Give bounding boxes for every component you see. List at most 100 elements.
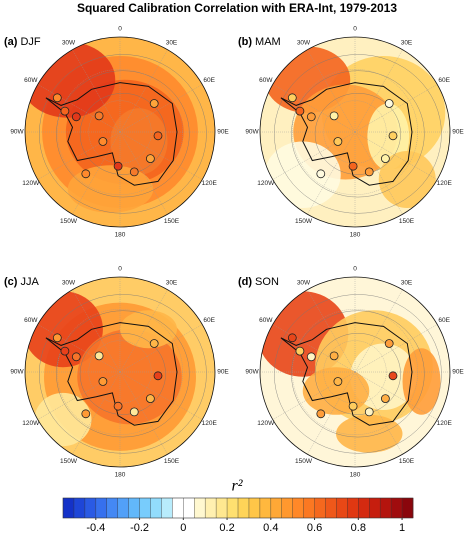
longitude-label: 30E bbox=[166, 280, 178, 287]
map-border bbox=[24, 36, 216, 228]
longitude-label: 0 bbox=[353, 26, 357, 33]
longitude-label: 30E bbox=[401, 280, 413, 287]
station bbox=[364, 407, 374, 417]
station bbox=[364, 167, 374, 177]
station bbox=[348, 401, 358, 411]
colorbar-bin bbox=[259, 498, 272, 518]
colorbar-tick-label: 0.2 bbox=[219, 522, 234, 534]
longitude-label: 0 bbox=[118, 26, 122, 33]
station bbox=[333, 137, 343, 146]
colorbar-bin bbox=[248, 498, 261, 518]
colorbar-bin bbox=[150, 498, 162, 518]
longitude-label: 180 bbox=[350, 232, 361, 239]
station bbox=[329, 111, 339, 121]
map-panel: 0 30E 60E 90E 120E 150E 180 150W 120W 90W 60W 30W (c… bbox=[4, 266, 229, 479]
colorbar-tick-label: 0.4 bbox=[263, 522, 278, 534]
map-panel: 0 30E 60E 90E 120E 150E 180 150W 120W 90W 60W 30W (b… bbox=[238, 26, 464, 239]
longitude-label: 90W bbox=[10, 129, 24, 136]
longitude-label: 0 bbox=[353, 266, 357, 273]
colorbar-bin bbox=[292, 498, 304, 518]
colorbar-bin bbox=[128, 498, 140, 518]
parallel bbox=[292, 309, 418, 435]
station bbox=[153, 131, 163, 141]
colorbar-bin bbox=[63, 498, 75, 518]
station bbox=[60, 346, 70, 356]
station bbox=[384, 99, 394, 108]
station bbox=[329, 351, 339, 361]
panel-season: SON bbox=[255, 276, 279, 288]
longitude-label: 120E bbox=[437, 420, 453, 427]
longitude-label: 120W bbox=[22, 420, 40, 427]
map-border bbox=[24, 276, 216, 468]
station bbox=[380, 394, 390, 404]
colorbar-tick-label: 1 bbox=[399, 522, 405, 534]
panel-season: JJA bbox=[20, 276, 39, 288]
longitude-label: 90E bbox=[452, 129, 464, 136]
longitude-label: 60W bbox=[24, 77, 38, 84]
colorbar-bin bbox=[84, 498, 97, 518]
station bbox=[149, 339, 159, 348]
station bbox=[316, 409, 326, 419]
contour-line bbox=[314, 333, 401, 415]
longitude-label: 180 bbox=[350, 472, 361, 479]
longitude-label: 120W bbox=[22, 180, 40, 187]
colorbar-bin bbox=[380, 498, 392, 518]
field-blob bbox=[120, 310, 177, 349]
field-blob bbox=[34, 392, 92, 447]
station bbox=[98, 377, 108, 386]
station bbox=[129, 167, 139, 177]
colorbar-tick-label: 0 bbox=[180, 522, 186, 534]
colorbar-bin bbox=[303, 498, 315, 518]
longitude-label: 120E bbox=[202, 180, 218, 187]
map-field bbox=[260, 277, 450, 467]
colorbar-bin bbox=[281, 498, 293, 518]
parallel bbox=[292, 69, 418, 195]
station bbox=[71, 352, 81, 362]
longitude-label: 150W bbox=[295, 218, 313, 225]
station bbox=[94, 351, 104, 361]
station bbox=[333, 377, 343, 386]
station bbox=[60, 106, 70, 116]
station bbox=[145, 394, 155, 404]
longitude-label: 30W bbox=[297, 40, 311, 47]
panel-label: (a) DJF bbox=[4, 36, 41, 48]
station bbox=[348, 161, 358, 171]
parallel bbox=[57, 69, 183, 195]
contour-line bbox=[274, 54, 442, 214]
longitude-label: 90W bbox=[10, 369, 24, 376]
station bbox=[388, 371, 398, 381]
panel-id: (a) bbox=[4, 36, 18, 48]
colorbar-bin bbox=[336, 498, 348, 518]
colorbar-bin bbox=[161, 498, 173, 518]
longitude-label: 90E bbox=[217, 129, 229, 136]
colorbar-bin bbox=[238, 498, 250, 518]
panel-label: (b) MAM bbox=[238, 36, 281, 48]
colorbar-bin bbox=[347, 498, 359, 518]
map-field bbox=[260, 37, 450, 227]
panel-label: (d) SON bbox=[238, 276, 279, 288]
longitude-label: 60E bbox=[438, 77, 450, 84]
parallel bbox=[323, 100, 387, 164]
panel-label: (c) JJA bbox=[4, 276, 39, 288]
station bbox=[153, 371, 163, 381]
coastline bbox=[280, 82, 413, 186]
station bbox=[81, 409, 91, 419]
longitude-label: 60W bbox=[24, 317, 38, 324]
colorbar-bin bbox=[73, 498, 86, 518]
colorbar-bin bbox=[270, 498, 283, 518]
longitude-label: 150W bbox=[295, 458, 313, 465]
longitude-label: 60E bbox=[203, 317, 215, 324]
station bbox=[71, 112, 81, 122]
colorbar-tick-label: 0.8 bbox=[351, 522, 366, 534]
contour-line bbox=[314, 93, 401, 175]
contour-line bbox=[56, 310, 190, 438]
station bbox=[113, 161, 123, 171]
longitude-label: 120W bbox=[257, 180, 275, 187]
station bbox=[81, 169, 91, 179]
longitude-label: 30E bbox=[166, 40, 178, 47]
longitude-label: 150E bbox=[399, 458, 415, 465]
colorbar-bin bbox=[325, 498, 337, 518]
longitude-label: 60W bbox=[259, 317, 273, 324]
colorbar-tick-label: -0.4 bbox=[86, 522, 105, 534]
